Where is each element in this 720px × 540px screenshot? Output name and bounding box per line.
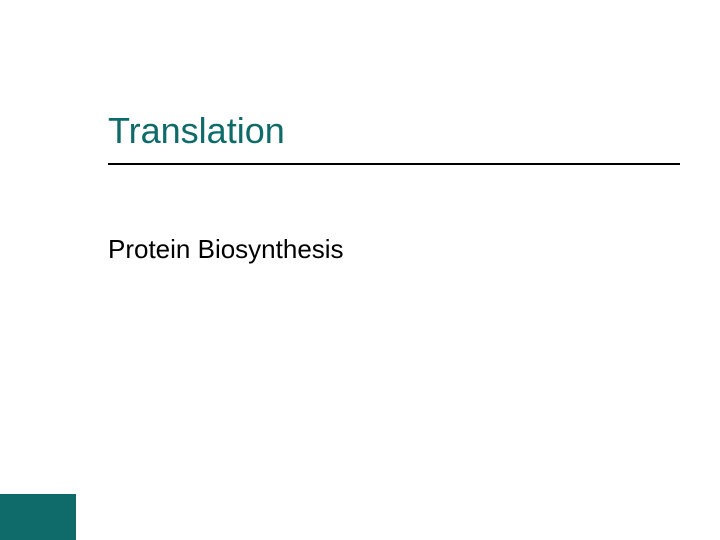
accent-decoration xyxy=(0,494,76,540)
title-underline xyxy=(108,163,680,165)
slide-title: Translation xyxy=(108,110,285,152)
slide-container: Translation Protein Biosynthesis xyxy=(0,0,720,540)
slide-subtitle: Protein Biosynthesis xyxy=(108,234,344,265)
